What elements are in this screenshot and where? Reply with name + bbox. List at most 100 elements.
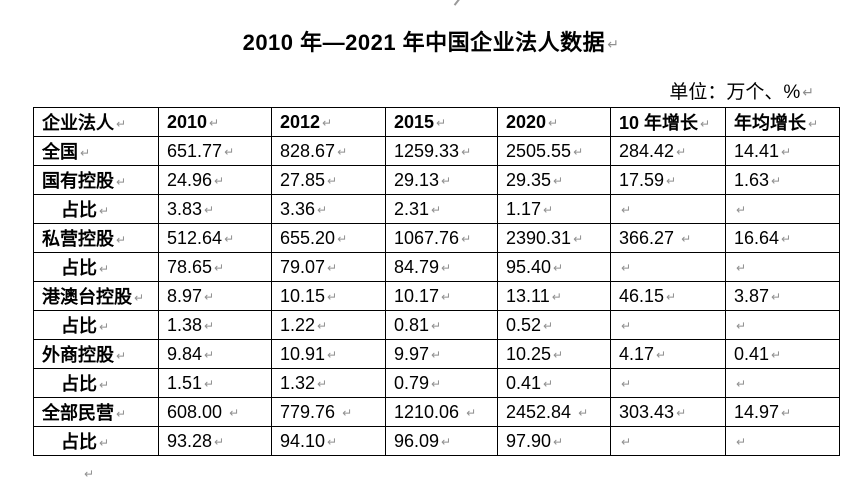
row-label-cell[interactable]: 占比 ↵ [33, 194, 159, 224]
value-cell[interactable]: ↵ [725, 310, 840, 340]
cell-value: 79.07 [280, 256, 326, 277]
value-cell[interactable]: 8.97 ↵ [158, 281, 272, 311]
value-cell[interactable]: 1.38 ↵ [158, 310, 272, 340]
value-cell[interactable]: ↵ [725, 368, 840, 398]
document-title[interactable]: 2010 年—2021 年中国企业法人数据 ↵ [0, 25, 862, 57]
row-label-cell[interactable]: 私营控股 ↵ [33, 223, 159, 253]
header-cell-2010[interactable]: 2010 ↵ [158, 107, 272, 137]
cell-value: 8.97 [167, 285, 203, 306]
value-cell[interactable]: 13.11 ↵ [497, 281, 611, 311]
row-label-cell[interactable]: 国有控股 ↵ [33, 165, 159, 195]
value-cell[interactable]: 14.41 ↵ [725, 136, 840, 166]
header-cell-entity[interactable]: 企业法人 ↵ [33, 107, 159, 137]
value-cell[interactable]: 4.17 ↵ [610, 339, 726, 369]
value-cell[interactable]: 655.20 ↵ [271, 223, 386, 253]
value-cell[interactable]: 0.41 ↵ [725, 339, 840, 369]
cell-value: 608.00 [167, 401, 228, 422]
value-cell[interactable]: 0.79 ↵ [385, 368, 498, 398]
value-cell[interactable]: ↵ [610, 194, 726, 224]
header-cell-2012[interactable]: 2012 ↵ [271, 107, 386, 137]
value-cell[interactable]: 608.00 ↵ [158, 397, 272, 427]
header-label: 2015 [394, 111, 435, 132]
value-cell[interactable]: 0.52 ↵ [497, 310, 611, 340]
header-cell-10yr-growth[interactable]: 10 年增长 ↵ [610, 107, 726, 137]
value-cell[interactable]: 284.42 ↵ [610, 136, 726, 166]
value-cell[interactable]: 95.40 ↵ [497, 252, 611, 282]
cell-value: 2390.31 [506, 227, 572, 248]
value-cell[interactable]: 29.13 ↵ [385, 165, 498, 195]
value-cell[interactable]: 96.09 ↵ [385, 426, 498, 456]
value-cell[interactable]: 779.76 ↵ [271, 397, 386, 427]
value-cell[interactable]: 93.28 ↵ [158, 426, 272, 456]
paragraph-mark-icon: ↵ [327, 173, 338, 188]
value-cell[interactable]: ↵ [610, 252, 726, 282]
row-label-cell[interactable]: 占比 ↵ [33, 426, 159, 456]
row-label-cell[interactable]: 全部民营 ↵ [33, 397, 159, 427]
value-cell[interactable]: 79.07 ↵ [271, 252, 386, 282]
value-cell[interactable]: 29.35 ↵ [497, 165, 611, 195]
value-cell[interactable]: 1.22 ↵ [271, 310, 386, 340]
value-cell[interactable]: 84.79 ↵ [385, 252, 498, 282]
value-cell[interactable]: 46.15 ↵ [610, 281, 726, 311]
value-cell[interactable]: 1210.06 ↵ [385, 397, 498, 427]
row-label-cell[interactable]: 占比 ↵ [33, 368, 159, 398]
value-cell[interactable]: 0.41 ↵ [497, 368, 611, 398]
value-cell[interactable]: 10.17 ↵ [385, 281, 498, 311]
value-cell[interactable]: 651.77 ↵ [158, 136, 272, 166]
header-cell-2015[interactable]: 2015 ↵ [385, 107, 498, 137]
value-cell[interactable]: 14.97 ↵ [725, 397, 840, 427]
value-cell[interactable]: 3.87 ↵ [725, 281, 840, 311]
cell-value: 10.15 [280, 285, 326, 306]
row-label-cell[interactable]: 占比 ↵ [33, 310, 159, 340]
value-cell[interactable]: 9.97 ↵ [385, 339, 498, 369]
value-cell[interactable]: 24.96 ↵ [158, 165, 272, 195]
header-cell-2020[interactable]: 2020 ↵ [497, 107, 611, 137]
value-cell[interactable]: 512.64 ↵ [158, 223, 272, 253]
unit-note[interactable]: 单位：万个、% ↵ [669, 77, 814, 104]
value-cell[interactable]: 2.31 ↵ [385, 194, 498, 224]
value-cell[interactable]: 78.65 ↵ [158, 252, 272, 282]
value-cell[interactable]: 3.83 ↵ [158, 194, 272, 224]
value-cell[interactable]: 17.59 ↵ [610, 165, 726, 195]
value-cell[interactable]: 303.43 ↵ [610, 397, 726, 427]
value-cell[interactable]: ↵ [610, 426, 726, 456]
header-cell-annual-growth[interactable]: 年均增长 ↵ [725, 107, 840, 137]
paragraph-mark-icon: ↵ [214, 173, 225, 188]
row-label-cell[interactable]: 外商控股 ↵ [33, 339, 159, 369]
value-cell[interactable]: 1067.76 ↵ [385, 223, 498, 253]
value-cell[interactable]: ↵ [610, 368, 726, 398]
value-cell[interactable]: 94.10 ↵ [271, 426, 386, 456]
value-cell[interactable]: 27.85 ↵ [271, 165, 386, 195]
paragraph-mark-icon: ↵ [543, 376, 554, 391]
value-cell[interactable]: 0.81 ↵ [385, 310, 498, 340]
value-cell[interactable]: 9.84 ↵ [158, 339, 272, 369]
value-cell[interactable]: 10.15 ↵ [271, 281, 386, 311]
value-cell[interactable]: 2390.31 ↵ [497, 223, 611, 253]
value-cell[interactable]: 1.63 ↵ [725, 165, 840, 195]
value-cell[interactable]: 16.64 ↵ [725, 223, 840, 253]
paragraph-mark-icon: ↵ [573, 231, 584, 246]
value-cell[interactable]: 97.90 ↵ [497, 426, 611, 456]
value-cell[interactable]: 2452.84 ↵ [497, 397, 611, 427]
value-cell[interactable]: ↵ [725, 194, 840, 224]
table-row: 港澳台控股 ↵ 8.97 ↵ 10.15 ↵ 10.17 ↵ 13.11 ↵ 46.15 ↵ 3.87 ↵ [33, 281, 840, 311]
paragraph-mark-icon: ↵ [337, 144, 348, 159]
value-cell[interactable]: 366.27 ↵ [610, 223, 726, 253]
value-cell[interactable]: ↵ [725, 252, 840, 282]
value-cell[interactable]: 1.51 ↵ [158, 368, 272, 398]
cell-value: 1.63 [734, 169, 770, 190]
row-label-cell[interactable]: 占比 ↵ [33, 252, 159, 282]
row-label-cell[interactable]: 全国 ↵ [33, 136, 159, 166]
value-cell[interactable]: 3.36 ↵ [271, 194, 386, 224]
value-cell[interactable]: 1.32 ↵ [271, 368, 386, 398]
value-cell[interactable]: 10.91 ↵ [271, 339, 386, 369]
value-cell[interactable]: 2505.55 ↵ [497, 136, 611, 166]
value-cell[interactable]: 1.17 ↵ [497, 194, 611, 224]
value-cell[interactable]: 10.25 ↵ [497, 339, 611, 369]
row-label-cell[interactable]: 港澳台控股 ↵ [33, 281, 159, 311]
value-cell[interactable]: 828.67 ↵ [271, 136, 386, 166]
value-cell[interactable]: ↵ [725, 426, 840, 456]
value-cell[interactable]: ↵ [610, 310, 726, 340]
empty-paragraph[interactable]: ↵ [82, 466, 94, 483]
value-cell[interactable]: 1259.33 ↵ [385, 136, 498, 166]
